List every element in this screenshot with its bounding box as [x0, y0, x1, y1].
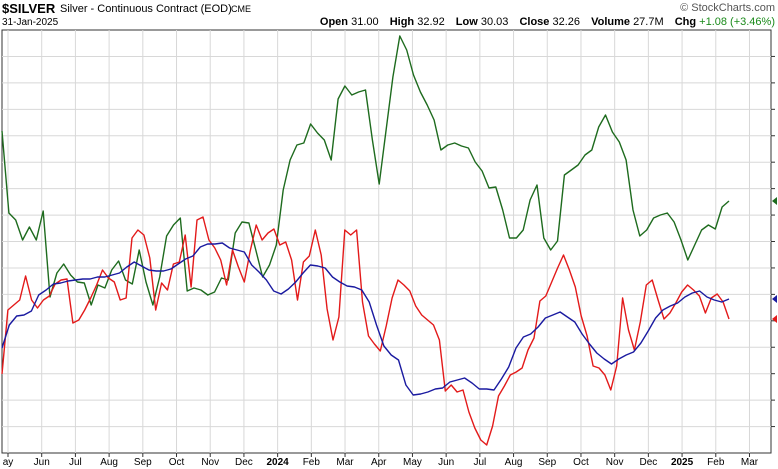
close-label: Close: [519, 16, 550, 28]
x-tick-label: May: [403, 457, 422, 468]
instrument-name: Silver - Continuous Contract (EOD): [60, 3, 232, 15]
x-tick-label: Aug: [100, 457, 118, 468]
x-tick-label: Sep: [538, 457, 556, 468]
high-label: High: [389, 16, 415, 28]
low-label: Low: [455, 16, 478, 28]
x-tick-label: Apr: [371, 457, 387, 468]
x-tick-label: 2025: [671, 457, 694, 468]
ohlc-readout: Open 31.00 High 32.92 Low 30.03 Close 32…: [320, 16, 775, 28]
x-tick-label: Mar: [741, 457, 759, 468]
series-line-blue: [1, 242, 730, 396]
x-tick-label: Jun: [438, 457, 454, 468]
x-tick-label: Feb: [303, 457, 321, 468]
chart-date: 31-Jan-2025: [2, 17, 59, 28]
brand-label: © StockCharts.com: [680, 2, 775, 14]
x-tick-label: Jun: [34, 457, 50, 468]
volume-value: 27.7M: [633, 16, 664, 28]
x-tick-label: Mar: [336, 457, 354, 468]
high-value: 32.92: [417, 16, 445, 28]
open-value: 31.00: [351, 16, 379, 28]
series-line-green: [1, 35, 730, 306]
open-label: Open: [319, 16, 349, 28]
series-marker-blue: [772, 295, 777, 303]
x-tick-label: ay: [3, 457, 14, 468]
exchange-label: CME: [231, 4, 251, 14]
x-tick-label: Nov: [201, 457, 219, 468]
series-line-red: [1, 216, 730, 446]
volume-label: Volume: [591, 16, 630, 28]
symbol-label: $SILVER: [2, 1, 56, 16]
x-tick-label: Sep: [134, 457, 152, 468]
close-value: 32.26: [552, 16, 581, 28]
x-tick-label: Feb: [707, 457, 725, 468]
low-value: 30.03: [480, 16, 509, 28]
x-tick-label: Jul: [473, 457, 486, 468]
chg-value: +1.08 (+3.46%): [699, 16, 775, 28]
x-tick-label: Oct: [573, 457, 589, 468]
x-tick-label: Nov: [606, 457, 624, 468]
chg-label: Chg: [674, 16, 697, 28]
x-tick-label: Oct: [169, 457, 185, 468]
x-tick-label: Aug: [505, 457, 523, 468]
x-tick-label: 2024: [267, 457, 290, 468]
series-marker-red: [772, 315, 777, 323]
x-tick-label: Dec: [235, 457, 253, 468]
series-marker-green: [772, 197, 777, 205]
x-tick-label: Jul: [69, 457, 82, 468]
x-tick-label: Dec: [639, 457, 657, 468]
